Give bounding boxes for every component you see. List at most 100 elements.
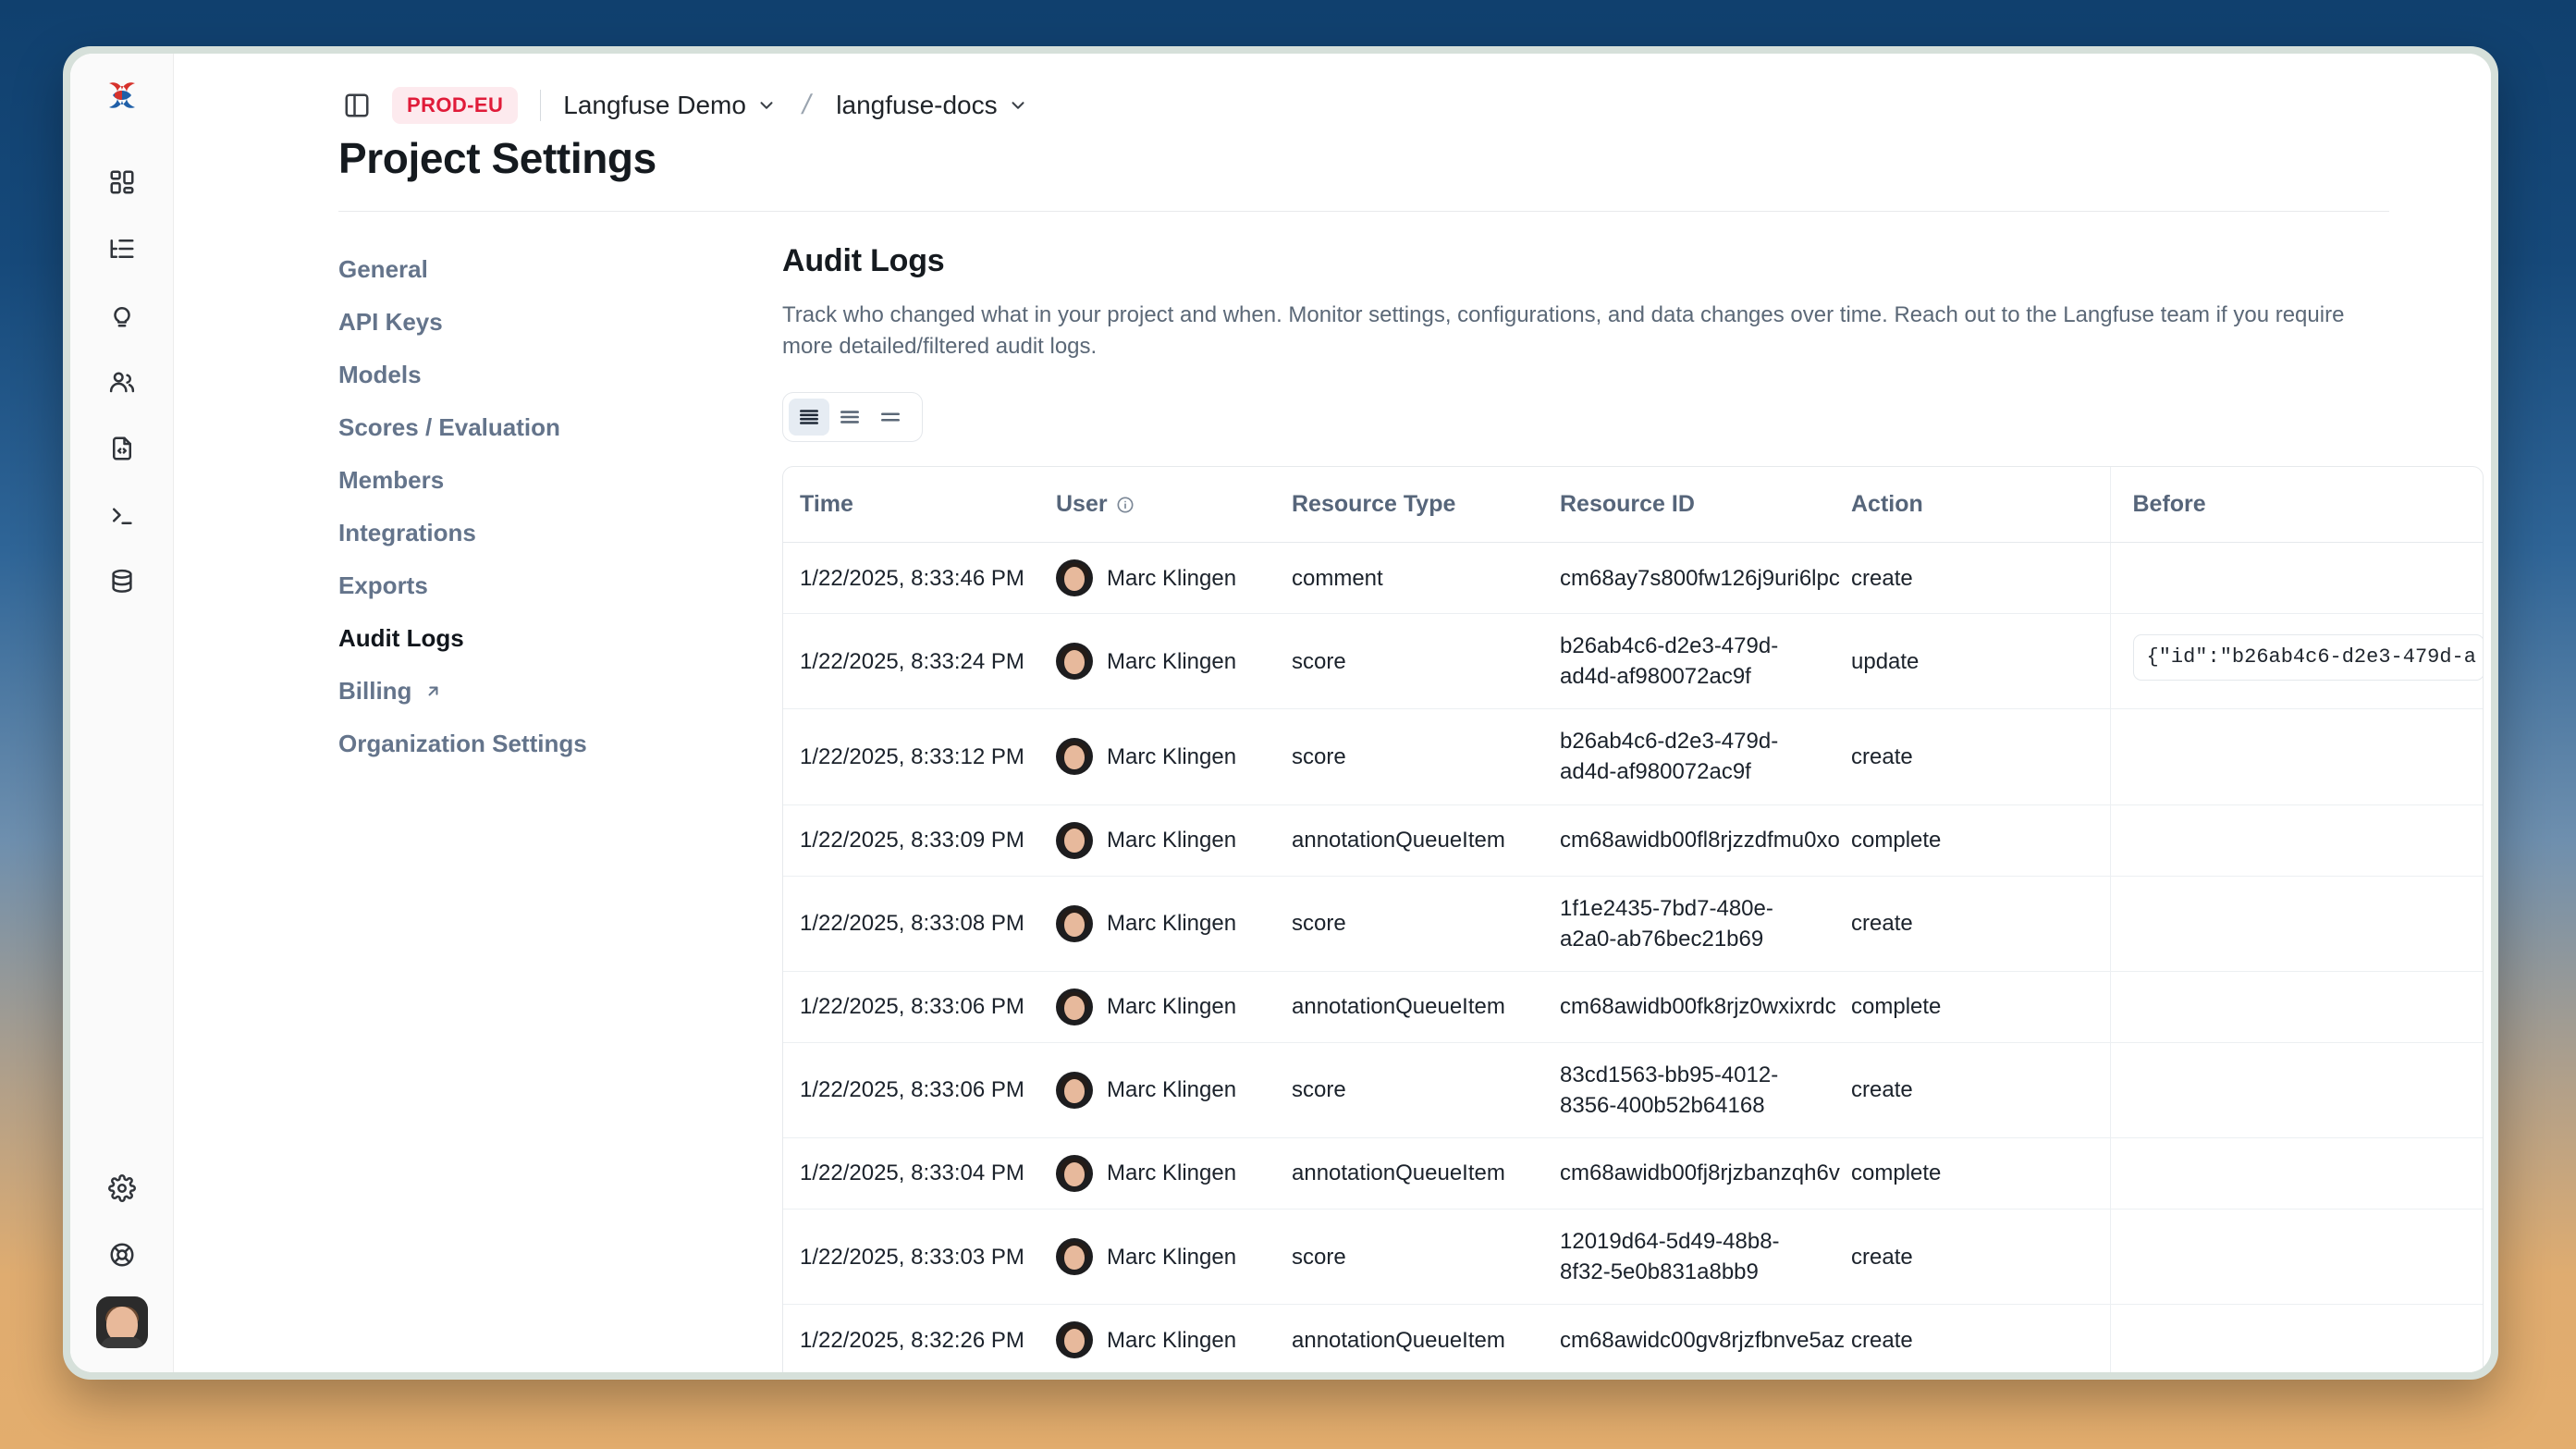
user-name: Marc Klingen <box>1107 1244 1237 1270</box>
column-label: Before <box>2132 491 2206 518</box>
avatar-face <box>105 1307 138 1343</box>
cell-resource-id: cm68awidb00fj8rjzbanzqh6v <box>1560 1137 1851 1210</box>
table-row[interactable]: 1/22/2025, 8:33:04 PM Marc Klingen annotat… <box>783 1137 2483 1210</box>
cell-before <box>2109 1042 2483 1139</box>
environment-badge[interactable]: PROD-EU <box>392 87 519 124</box>
cell-resource-type: annotationQueueItem <box>1292 804 1560 877</box>
column-header-resource-id[interactable]: Resource ID <box>1560 467 1851 544</box>
sidebar-item-exports[interactable]: Exports <box>338 559 590 612</box>
langfuse-logo[interactable] <box>101 74 143 117</box>
cell-action: complete <box>1851 804 2110 877</box>
cell-user: Marc Klingen <box>1056 708 1292 805</box>
user-name: Marc Klingen <box>1107 911 1237 937</box>
cell-before <box>2109 708 2483 805</box>
column-header-time[interactable]: Time <box>783 467 1056 544</box>
lightbulb-icon[interactable] <box>97 290 147 340</box>
table-row[interactable]: 1/22/2025, 8:33:08 PM Marc Klingen score 1f… <box>783 876 2483 972</box>
user-cell: Marc Klingen <box>1056 1321 1292 1359</box>
table-row[interactable]: 1/22/2025, 8:33:12 PM Marc Klingen score b2… <box>783 708 2483 805</box>
cell-time: 1/22/2025, 8:33:06 PM <box>783 971 1056 1043</box>
avatar-face <box>1064 1329 1085 1354</box>
page-title: Project Settings <box>338 134 656 182</box>
sidebar-item-members[interactable]: Members <box>338 454 590 507</box>
avatar <box>1056 1155 1093 1193</box>
avatar-face <box>1064 829 1085 853</box>
user-cell: Marc Klingen <box>1056 643 1292 681</box>
cell-user: Marc Klingen <box>1056 1042 1292 1139</box>
column-label: Time <box>800 491 853 518</box>
audit-logs-panel: Audit Logs Track who changed what in you… <box>590 243 2491 1372</box>
sidebar-item-scores-evaluation[interactable]: Scores / Evaluation <box>338 401 590 454</box>
cell-before: {"id":"b26ab4c6-d2e3-479d-a <box>2109 613 2483 710</box>
sidebar-item-organization-settings[interactable]: Organization Settings <box>338 718 590 770</box>
user-name: Marc Klingen <box>1107 1077 1237 1103</box>
user-name: Marc Klingen <box>1107 828 1237 853</box>
breadcrumb-organization[interactable]: Langfuse Demo <box>563 91 777 120</box>
sidebar-item-billing[interactable]: Billing <box>338 665 590 718</box>
table-row[interactable]: 1/22/2025, 8:33:09 PM Marc Klingen annotat… <box>783 804 2483 877</box>
info-icon[interactable] <box>1116 496 1135 514</box>
life-buoy-icon[interactable] <box>97 1230 147 1280</box>
cell-resource-type: score <box>1292 708 1560 805</box>
table-row[interactable]: 1/22/2025, 8:33:46 PM Marc Klingen comment… <box>783 542 2483 615</box>
cell-action: complete <box>1851 1137 2110 1210</box>
terminal-icon[interactable] <box>97 490 147 540</box>
user-avatar[interactable] <box>95 1296 148 1348</box>
cell-action: create <box>1851 1042 2110 1139</box>
table-row[interactable]: 1/22/2025, 8:33:03 PM Marc Klingen score 12… <box>783 1209 2483 1306</box>
row-height-medium-button[interactable] <box>829 399 870 436</box>
rows-large-icon <box>881 412 900 422</box>
title-divider <box>338 211 2389 212</box>
breadcrumb-project[interactable]: langfuse-docs <box>836 91 1027 120</box>
users-icon[interactable] <box>97 357 147 407</box>
file-code-icon[interactable] <box>97 424 147 473</box>
table-row[interactable]: 1/22/2025, 8:33:06 PM Marc Klingen annotat… <box>783 971 2483 1043</box>
row-height-large-button[interactable] <box>870 399 911 436</box>
table-head: Time User <box>783 467 2483 544</box>
cell-action: create <box>1851 542 2110 615</box>
sidebar-item-audit-logs[interactable]: Audit Logs <box>338 612 590 665</box>
cell-user: Marc Klingen <box>1056 613 1292 710</box>
cell-time: 1/22/2025, 8:32:26 PM <box>783 1304 1056 1372</box>
table-row[interactable]: 1/22/2025, 8:32:26 PM Marc Klingen annotat… <box>783 1304 2483 1372</box>
sidebar-item-api-keys[interactable]: API Keys <box>338 296 590 349</box>
list-tree-icon[interactable] <box>97 224 147 274</box>
avatar-face <box>1064 912 1085 937</box>
before-json-chip[interactable]: {"id":"b26ab4c6-d2e3-479d-a <box>2132 633 2483 681</box>
gear-icon[interactable] <box>97 1163 147 1213</box>
column-label: Resource ID <box>1560 491 1695 518</box>
column-header-before[interactable]: Before <box>2109 467 2483 544</box>
sidebar-item-integrations[interactable]: Integrations <box>338 507 590 559</box>
column-header-user[interactable]: User <box>1056 467 1292 544</box>
column-header-action[interactable]: Action <box>1851 467 2110 544</box>
cell-before <box>2109 542 2483 615</box>
user-cell: Marc Klingen <box>1056 904 1292 942</box>
database-icon[interactable] <box>97 557 147 607</box>
sidebar-item-label: Audit Logs <box>338 624 464 652</box>
cell-user: Marc Klingen <box>1056 1304 1292 1372</box>
sidebar-item-models[interactable]: Models <box>338 349 590 401</box>
cell-resource-id: 83cd1563-bb95-4012-8356-400b52b64168 <box>1560 1042 1851 1139</box>
user-cell: Marc Klingen <box>1056 559 1292 597</box>
table-row[interactable]: 1/22/2025, 8:33:24 PM Marc Klingen score b2… <box>783 613 2483 710</box>
cell-time: 1/22/2025, 8:33:46 PM <box>783 542 1056 615</box>
row-height-small-button[interactable] <box>789 399 829 436</box>
user-cell: Marc Klingen <box>1056 821 1292 859</box>
column-header-resource-type[interactable]: Resource Type <box>1292 467 1560 544</box>
layout-dashboard-icon[interactable] <box>97 157 147 207</box>
sidebar-item-label: Organization Settings <box>338 730 587 757</box>
sidebar-item-label: Integrations <box>338 519 476 546</box>
cell-resource-type: annotationQueueItem <box>1292 1304 1560 1372</box>
panel-left-icon[interactable] <box>338 87 375 124</box>
cell-resource-id: cm68awidc00gv8rjzfbnve5az <box>1560 1304 1851 1372</box>
cell-resource-type: score <box>1292 613 1560 710</box>
sidebar-item-general[interactable]: General <box>338 243 590 296</box>
content-area: PROD-EU Langfuse Demo / langfuse-docs <box>174 54 2491 1372</box>
cell-time: 1/22/2025, 8:33:12 PM <box>783 708 1056 805</box>
breadcrumb: PROD-EU Langfuse Demo / langfuse-docs <box>174 54 2491 126</box>
cell-action: create <box>1851 876 2110 972</box>
avatar <box>1056 1238 1093 1276</box>
cell-time: 1/22/2025, 8:33:09 PM <box>783 804 1056 877</box>
table-row[interactable]: 1/22/2025, 8:33:06 PM Marc Klingen score 83… <box>783 1042 2483 1139</box>
